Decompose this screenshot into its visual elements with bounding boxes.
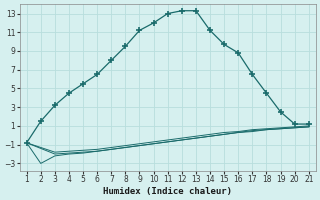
X-axis label: Humidex (Indice chaleur): Humidex (Indice chaleur)	[103, 187, 232, 196]
